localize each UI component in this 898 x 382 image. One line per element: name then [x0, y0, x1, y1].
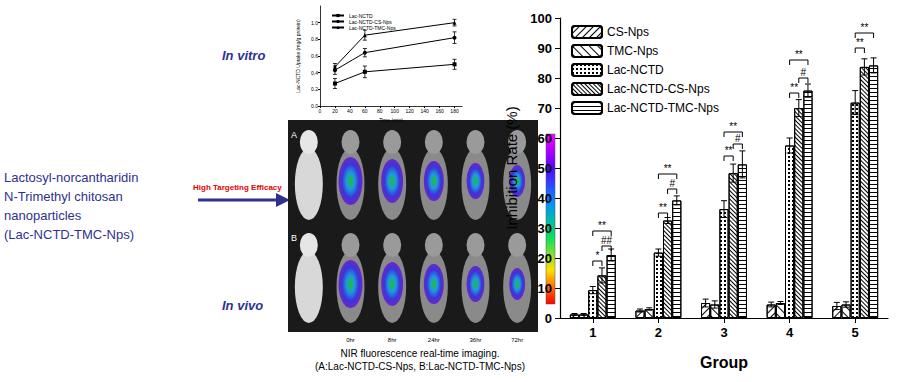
- svg-text:4: 4: [786, 325, 794, 340]
- svg-text:**: **: [664, 163, 672, 174]
- svg-text:20: 20: [538, 251, 552, 266]
- svg-text:100: 100: [391, 108, 400, 114]
- svg-text:36hr: 36hr: [469, 337, 481, 343]
- html-text:Lactosyl-norcantharidin: Lactosyl-norcantharidin: [4, 170, 139, 185]
- html-text:NIR fluorescence real-time ima: NIR fluorescence real-time imaging.: [340, 348, 500, 359]
- html-text:(Lac-NCTD-TMC-Nps): (Lac-NCTD-TMC-Nps): [4, 227, 134, 242]
- svg-text:Lac-NCTD Uptake (mg/g protein): Lac-NCTD Uptake (mg/g protein): [295, 19, 301, 93]
- svg-text:B: B: [291, 233, 297, 243]
- svg-text:0: 0: [319, 108, 322, 114]
- svg-text:Lac-NCTD: Lac-NCTD: [349, 12, 373, 19]
- svg-text:100: 100: [530, 11, 552, 26]
- svg-text:**: **: [860, 22, 868, 33]
- svg-text:**: **: [725, 145, 733, 156]
- svg-text:Lac-NCTD-TMC-Nps: Lac-NCTD-TMC-Nps: [349, 25, 396, 31]
- svg-text:Lac-NCTD: Lac-NCTD: [607, 63, 664, 77]
- svg-text:5: 5: [852, 325, 859, 340]
- html-text:nanoparticles: nanoparticles: [4, 208, 82, 223]
- svg-text:10: 10: [538, 281, 552, 296]
- svg-text:0.8: 0.8: [311, 36, 318, 42]
- svg-text:Time (min): Time (min): [379, 117, 403, 123]
- svg-text:Lac-NCTD-CS-Nps: Lac-NCTD-CS-Nps: [349, 18, 392, 25]
- svg-text:70: 70: [538, 101, 552, 116]
- svg-text:8hr: 8hr: [388, 337, 397, 343]
- svg-text:160: 160: [435, 108, 444, 114]
- html-text:In vitro: In vitro: [222, 48, 266, 63]
- svg-text:30: 30: [538, 221, 552, 236]
- html-text:(A:Lac-NCTD-CS-Nps, B:Lac-NCTD: (A:Lac-NCTD-CS-Nps, B:Lac-NCTD-TMC-Nps): [315, 361, 525, 372]
- svg-text:**: **: [790, 82, 798, 93]
- svg-text:1: 1: [589, 325, 596, 340]
- svg-text:0: 0: [545, 311, 552, 326]
- svg-text:80: 80: [377, 108, 383, 114]
- svg-text:Group: Group: [700, 354, 748, 371]
- svg-text:60: 60: [362, 108, 368, 114]
- svg-text:**: **: [659, 202, 667, 213]
- svg-text:#: #: [735, 133, 741, 144]
- svg-text:60: 60: [538, 131, 552, 146]
- svg-text:80: 80: [538, 71, 552, 86]
- svg-text:72hr: 72hr: [511, 337, 523, 343]
- svg-text:Lac-NCTD-TMC-Nps: Lac-NCTD-TMC-Nps: [607, 101, 719, 115]
- svg-text:2: 2: [655, 325, 662, 340]
- svg-text:90: 90: [538, 41, 552, 56]
- svg-text:0hr: 0hr: [346, 337, 355, 343]
- svg-text:50: 50: [538, 161, 552, 176]
- svg-text:**: **: [795, 49, 803, 60]
- svg-text:CS-Nps: CS-Nps: [607, 25, 649, 39]
- svg-text:*: *: [595, 250, 599, 261]
- svg-text:**: **: [598, 220, 606, 231]
- svg-text:24hr: 24hr: [428, 337, 440, 343]
- svg-text:120: 120: [406, 108, 415, 114]
- svg-text:40: 40: [538, 191, 552, 206]
- svg-text:**: **: [729, 121, 737, 132]
- html-text:High Targeting Efficacy: High Targeting Efficacy: [193, 183, 282, 192]
- svg-text:##: ##: [601, 235, 613, 246]
- svg-text:1.0: 1.0: [311, 20, 318, 26]
- html-text:In vivo: In vivo: [222, 298, 264, 313]
- svg-text:#: #: [801, 67, 807, 78]
- svg-text:0.2: 0.2: [311, 86, 318, 92]
- svg-text:20: 20: [332, 108, 338, 114]
- svg-text:**: **: [856, 37, 864, 48]
- svg-text:0.0: 0.0: [311, 103, 318, 109]
- svg-text:0.4: 0.4: [311, 70, 318, 76]
- svg-text:140: 140: [420, 108, 429, 114]
- svg-text:Inhibition Rate (%): Inhibition Rate (%): [503, 106, 520, 229]
- html-text:N-Trimethyl chitosan: N-Trimethyl chitosan: [4, 189, 123, 204]
- svg-text:TMC-Nps: TMC-Nps: [607, 44, 658, 58]
- svg-text:0.6: 0.6: [311, 53, 318, 59]
- svg-text:3: 3: [720, 325, 727, 340]
- svg-text:A: A: [291, 130, 297, 140]
- svg-text:180: 180: [450, 108, 459, 114]
- svg-text:#: #: [669, 178, 675, 189]
- svg-text:40: 40: [347, 108, 353, 114]
- svg-text:Lac-NCTD-CS-Nps: Lac-NCTD-CS-Nps: [607, 82, 710, 96]
